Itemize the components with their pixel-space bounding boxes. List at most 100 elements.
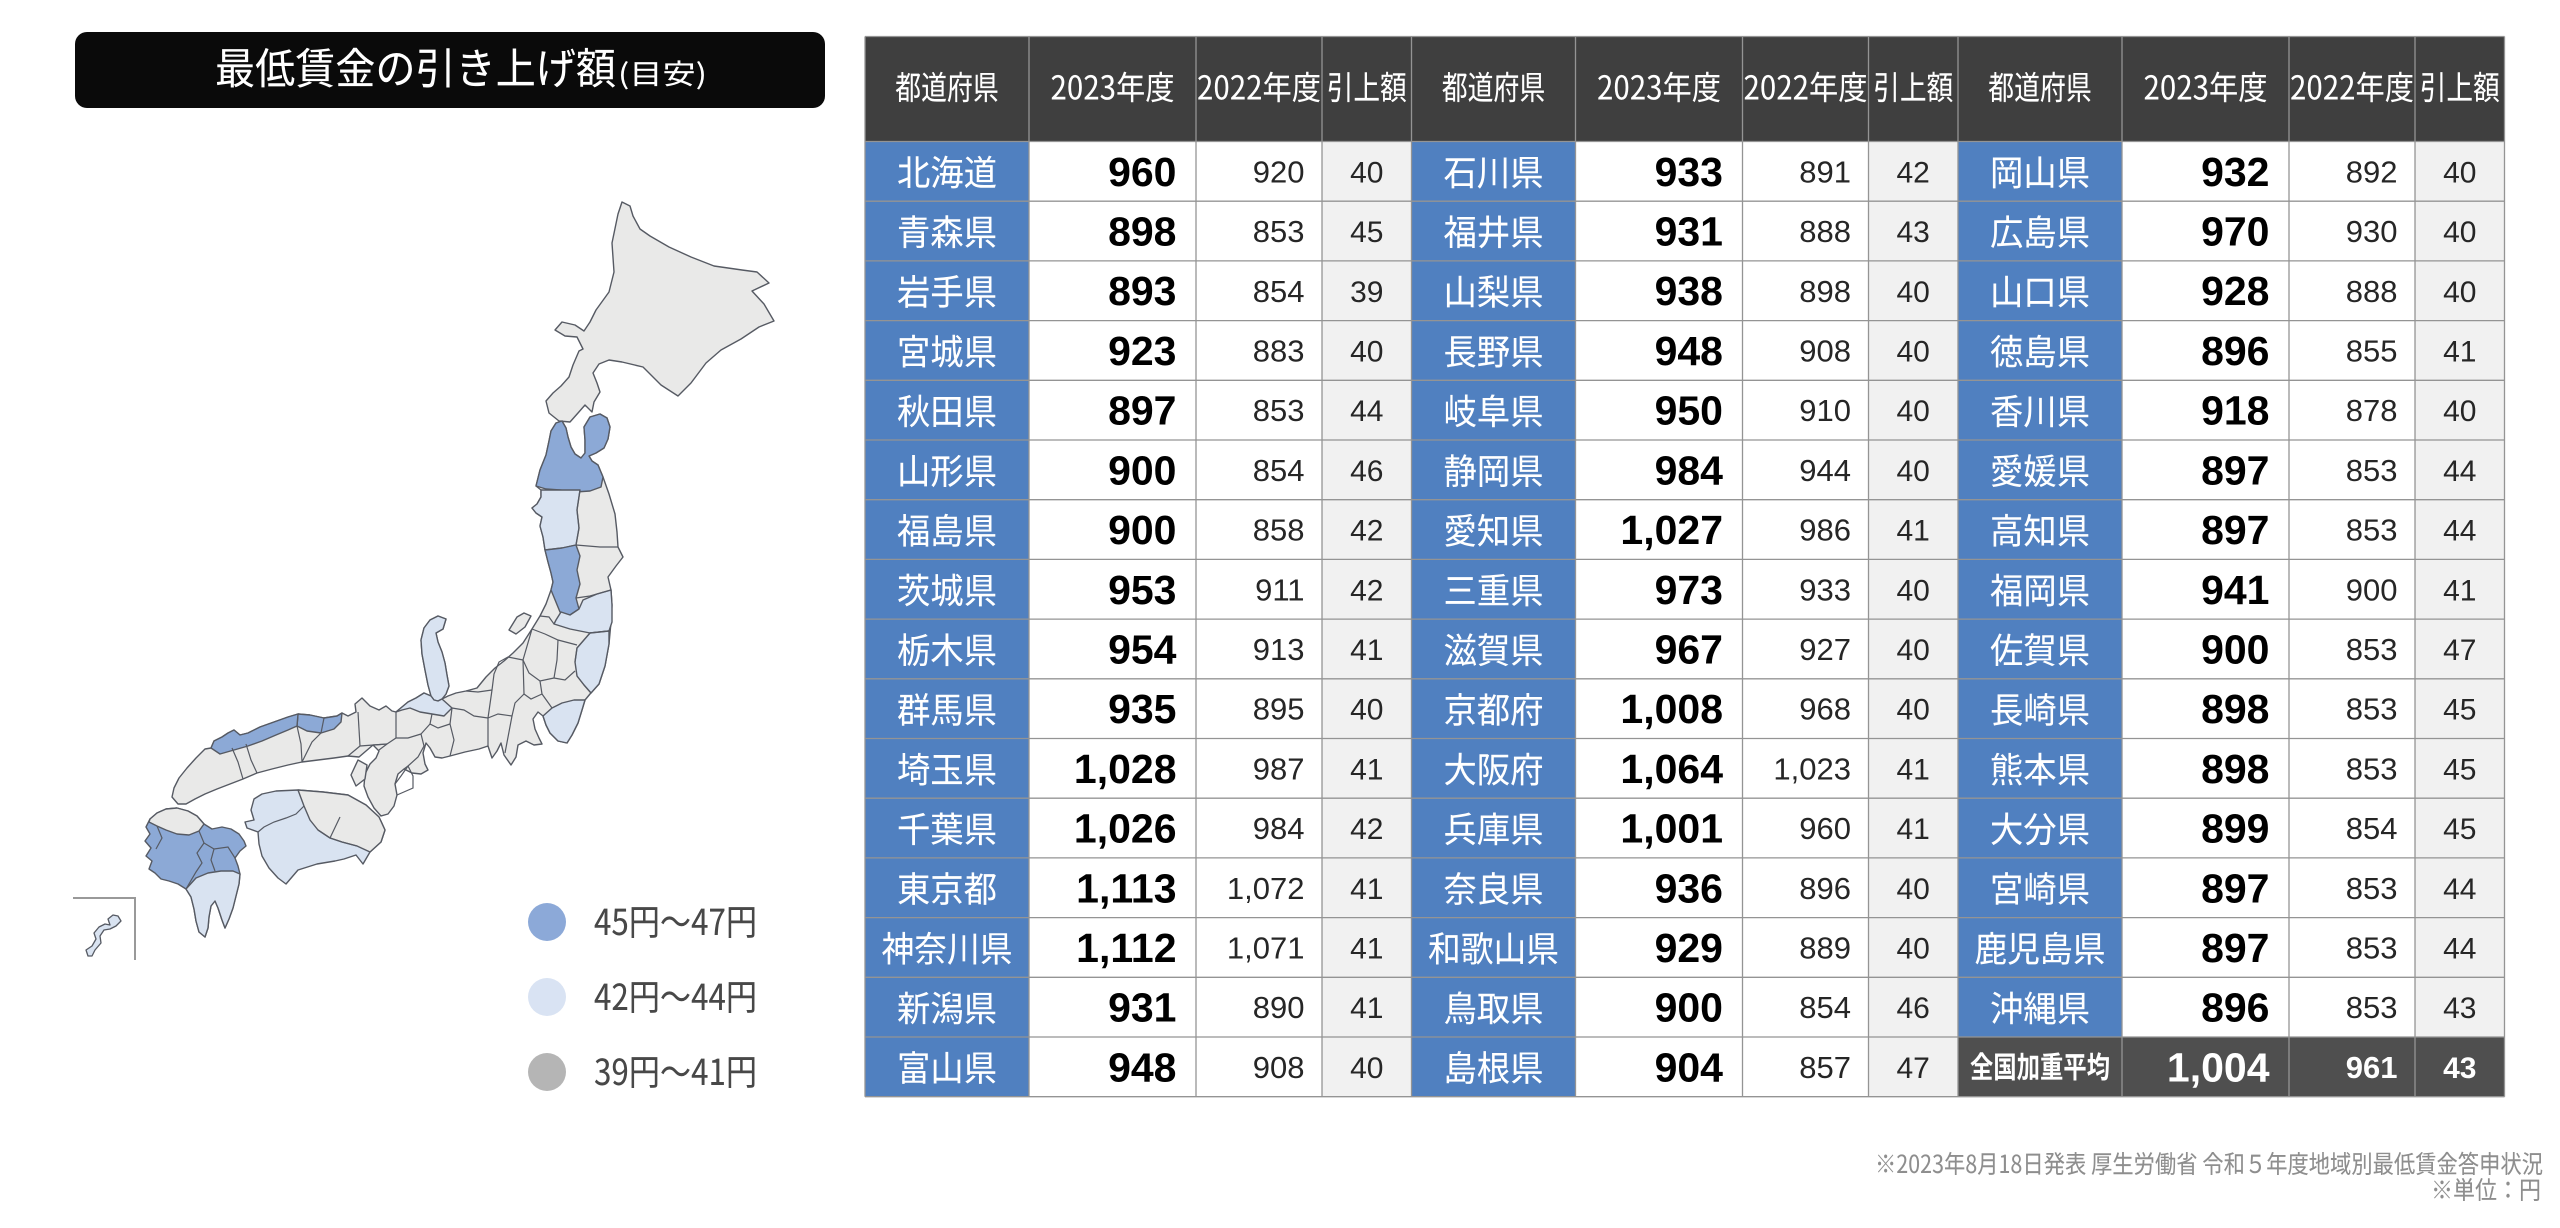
svg-text:853: 853 (2346, 513, 2398, 548)
svg-text:40: 40 (2443, 276, 2476, 309)
svg-text:1,113: 1,113 (1076, 865, 1176, 911)
svg-text:853: 853 (2346, 871, 2398, 906)
svg-text:40: 40 (2443, 156, 2476, 189)
svg-text:896: 896 (2201, 985, 2269, 1031)
svg-text:41: 41 (1897, 515, 1930, 548)
svg-text:44: 44 (2443, 933, 2476, 966)
svg-text:896: 896 (2201, 328, 2269, 374)
svg-text:929: 929 (1655, 925, 1723, 971)
svg-text:853: 853 (2346, 692, 2398, 727)
svg-text:933: 933 (1655, 149, 1723, 195)
svg-text:40: 40 (1350, 156, 1383, 189)
svg-text:1,001: 1,001 (1620, 806, 1723, 852)
svg-text:898: 898 (1108, 209, 1176, 255)
svg-text:923: 923 (1108, 328, 1176, 374)
svg-text:854: 854 (1253, 274, 1305, 309)
svg-text:987: 987 (1253, 751, 1305, 786)
svg-text:960: 960 (1108, 149, 1176, 195)
svg-text:40: 40 (1897, 276, 1930, 309)
svg-text:39: 39 (1350, 276, 1383, 309)
svg-text:41: 41 (1897, 753, 1930, 786)
svg-text:898: 898 (1799, 274, 1851, 309)
svg-text:938: 938 (1655, 268, 1723, 314)
svg-text:40: 40 (1897, 395, 1930, 428)
svg-text:41: 41 (1350, 992, 1383, 1025)
svg-text:878: 878 (2346, 393, 2398, 428)
svg-text:898: 898 (2201, 686, 2269, 732)
svg-text:918: 918 (2201, 388, 2269, 434)
svg-text:853: 853 (1253, 393, 1305, 428)
svg-text:891: 891 (1799, 154, 1851, 189)
svg-text:931: 931 (1655, 209, 1723, 255)
svg-text:900: 900 (1655, 985, 1723, 1031)
svg-text:45: 45 (1350, 216, 1383, 249)
svg-text:900: 900 (1108, 507, 1176, 553)
svg-text:46: 46 (1897, 992, 1930, 1025)
svg-text:950: 950 (1655, 388, 1723, 434)
svg-text:968: 968 (1799, 692, 1851, 727)
svg-text:953: 953 (1108, 567, 1176, 613)
svg-text:853: 853 (1253, 214, 1305, 249)
svg-text:892: 892 (2346, 154, 2398, 189)
svg-text:42: 42 (1897, 156, 1930, 189)
svg-text:47: 47 (1897, 1052, 1930, 1085)
svg-text:897: 897 (2201, 507, 2269, 553)
svg-text:41: 41 (2443, 574, 2476, 607)
svg-text:930: 930 (2346, 214, 2398, 249)
svg-text:855: 855 (2346, 334, 2398, 369)
svg-text:1,064: 1,064 (1620, 746, 1723, 792)
svg-text:44: 44 (2443, 455, 2476, 488)
svg-text:854: 854 (1799, 990, 1851, 1025)
svg-text:1,028: 1,028 (1074, 746, 1177, 792)
svg-text:897: 897 (1108, 388, 1176, 434)
svg-text:900: 900 (2201, 627, 2269, 673)
svg-text:895: 895 (1253, 692, 1305, 727)
svg-text:948: 948 (1655, 328, 1723, 374)
svg-text:908: 908 (1253, 1050, 1305, 1085)
svg-text:853: 853 (2346, 453, 2398, 488)
svg-text:908: 908 (1799, 334, 1851, 369)
svg-text:970: 970 (2201, 209, 2269, 255)
svg-text:948: 948 (1108, 1044, 1176, 1090)
svg-text:944: 944 (1799, 453, 1851, 488)
svg-text:854: 854 (2346, 811, 2398, 846)
svg-text:40: 40 (1897, 574, 1930, 607)
svg-text:967: 967 (1655, 627, 1723, 673)
svg-text:888: 888 (1799, 214, 1851, 249)
svg-text:40: 40 (1350, 1052, 1383, 1085)
svg-text:40: 40 (1897, 694, 1930, 727)
svg-text:910: 910 (1799, 393, 1851, 428)
svg-text:44: 44 (2443, 515, 2476, 548)
svg-text:43: 43 (2443, 1052, 2476, 1085)
svg-text:932: 932 (2201, 149, 2269, 195)
svg-text:913: 913 (1253, 632, 1305, 667)
svg-text:41: 41 (1350, 873, 1383, 906)
svg-text:961: 961 (2346, 1050, 2398, 1085)
svg-text:928: 928 (2201, 268, 2269, 314)
svg-text:43: 43 (2443, 992, 2476, 1025)
svg-text:43: 43 (1897, 216, 1930, 249)
svg-text:931: 931 (1108, 985, 1176, 1031)
svg-text:854: 854 (1253, 453, 1305, 488)
svg-text:936: 936 (1655, 865, 1723, 911)
svg-text:900: 900 (1108, 447, 1176, 493)
svg-text:890: 890 (1253, 990, 1305, 1025)
svg-text:889: 889 (1799, 931, 1851, 966)
svg-text:984: 984 (1253, 811, 1305, 846)
svg-text:44: 44 (1350, 395, 1383, 428)
svg-text:41: 41 (2443, 336, 2476, 369)
svg-text:44: 44 (2443, 873, 2476, 906)
svg-text:984: 984 (1655, 447, 1724, 493)
svg-text:42: 42 (1350, 515, 1383, 548)
svg-text:40: 40 (1897, 634, 1930, 667)
svg-text:941: 941 (2201, 567, 2269, 613)
svg-text:897: 897 (2201, 925, 2269, 971)
svg-text:45: 45 (2443, 813, 2476, 846)
svg-text:40: 40 (1897, 336, 1930, 369)
svg-text:42: 42 (1350, 813, 1383, 846)
svg-text:853: 853 (2346, 931, 2398, 966)
svg-text:986: 986 (1799, 513, 1851, 548)
svg-text:897: 897 (2201, 865, 2269, 911)
svg-text:888: 888 (2346, 274, 2398, 309)
svg-text:883: 883 (1253, 334, 1305, 369)
